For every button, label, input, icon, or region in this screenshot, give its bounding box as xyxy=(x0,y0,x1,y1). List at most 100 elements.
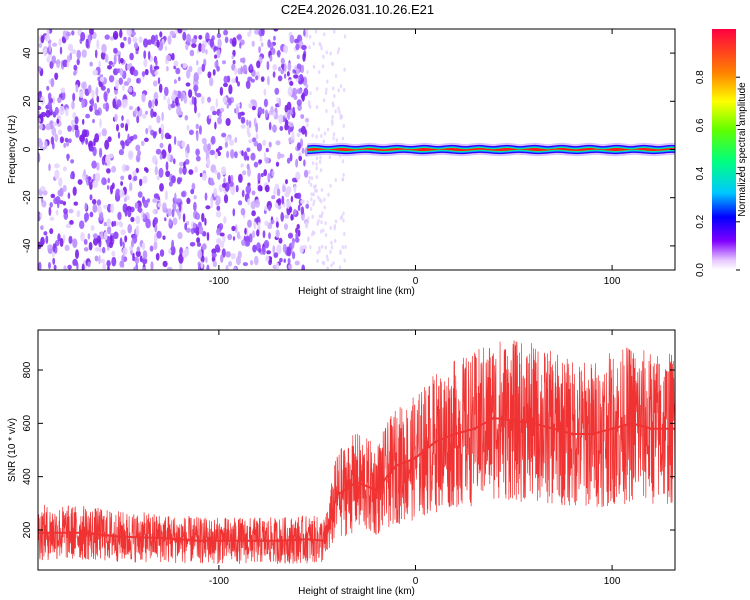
noise-cell xyxy=(92,203,98,213)
noise-cell xyxy=(178,167,183,175)
noise-cell xyxy=(158,83,163,94)
noise-cell xyxy=(162,202,167,212)
noise-cell xyxy=(169,30,175,36)
noise-cell xyxy=(95,86,99,97)
noise-cell xyxy=(101,128,108,137)
noise-cell xyxy=(289,81,294,86)
noise-cell xyxy=(223,75,228,84)
noise-cell xyxy=(315,166,318,171)
noise-cell xyxy=(240,65,243,75)
noise-cell xyxy=(331,121,334,126)
noise-cell xyxy=(167,35,172,45)
noise-cell xyxy=(257,106,263,116)
noise-cell xyxy=(337,47,341,52)
noise-cell xyxy=(66,60,70,68)
noise-cell xyxy=(251,210,256,217)
noise-cell xyxy=(264,109,269,118)
noise-cell xyxy=(54,133,59,143)
noise-cell xyxy=(136,78,139,84)
noise-cell xyxy=(256,229,260,237)
noise-cell xyxy=(147,39,152,46)
noise-cell xyxy=(80,232,85,242)
noise-cell xyxy=(309,207,313,211)
noise-cell xyxy=(159,249,165,257)
noise-cell xyxy=(184,115,189,121)
noise-cell xyxy=(254,199,260,208)
noise-cell xyxy=(253,255,259,266)
noise-cell xyxy=(211,252,217,258)
noise-cell xyxy=(156,115,161,124)
noise-cell xyxy=(200,261,204,269)
noise-cell xyxy=(89,29,94,36)
noise-cell xyxy=(280,69,285,75)
noise-cell xyxy=(126,29,132,37)
noise-cell xyxy=(168,218,172,226)
noise-cell xyxy=(263,98,268,108)
noise-cell xyxy=(67,43,74,52)
noise-cell xyxy=(176,208,180,216)
noise-cell xyxy=(212,110,217,116)
noise-cell xyxy=(250,152,256,161)
noise-cell xyxy=(153,80,158,87)
noise-cell xyxy=(295,158,299,168)
noise-cell xyxy=(332,132,336,137)
noise-cell xyxy=(185,82,191,87)
noise-cell xyxy=(94,133,100,143)
noise-cell xyxy=(331,62,334,66)
noise-cell xyxy=(107,65,112,70)
noise-cell xyxy=(240,116,246,124)
snr-point xyxy=(237,539,240,543)
x-axis-label: Height of straight line (km) xyxy=(298,586,415,597)
noise-cell xyxy=(137,106,140,112)
noise-cell xyxy=(314,188,317,193)
noise-cell xyxy=(332,261,335,266)
noise-cell xyxy=(238,173,243,183)
noise-cell xyxy=(57,97,62,104)
noise-cell xyxy=(111,250,116,257)
noise-cell xyxy=(337,88,340,93)
noise-cell xyxy=(207,143,211,152)
noise-cell xyxy=(107,177,110,184)
noise-cell xyxy=(157,77,161,85)
noise-cell xyxy=(83,247,89,252)
noise-cell xyxy=(241,189,245,198)
noise-cell xyxy=(279,257,283,263)
noise-cell xyxy=(171,175,176,184)
noise-cell xyxy=(118,221,123,226)
noise-cell xyxy=(309,182,313,187)
noise-cell xyxy=(94,109,100,116)
noise-cell xyxy=(296,54,300,60)
noise-cell xyxy=(277,198,282,206)
noise-cell xyxy=(155,148,162,155)
noise-cell xyxy=(343,67,346,72)
y-axis-label: SNR (10 * v/v) xyxy=(7,418,18,482)
noise-cell xyxy=(186,143,190,154)
noise-cell xyxy=(280,63,285,69)
noise-cell xyxy=(113,220,117,227)
noise-cell xyxy=(137,191,143,198)
noise-cell xyxy=(284,214,289,219)
noise-cell xyxy=(83,169,86,177)
noise-cell xyxy=(127,36,132,45)
snr-point xyxy=(374,488,378,492)
noise-cell xyxy=(147,198,150,203)
noise-cell xyxy=(43,231,48,236)
noise-cell xyxy=(278,237,283,244)
noise-cell xyxy=(178,202,182,212)
noise-cell xyxy=(40,236,45,246)
noise-cell xyxy=(329,183,332,188)
noise-cell xyxy=(287,86,293,97)
noise-cell xyxy=(130,31,136,36)
noise-cell xyxy=(40,96,45,105)
noise-cell xyxy=(45,109,51,118)
noise-cell xyxy=(215,200,219,206)
noise-cell xyxy=(238,200,243,206)
noise-cell xyxy=(255,122,259,133)
y-tick-label: 600 xyxy=(22,415,33,432)
noise-cell xyxy=(281,195,285,205)
noise-cell xyxy=(315,134,318,139)
noise-cell xyxy=(200,96,205,104)
noise-cell xyxy=(311,214,314,219)
noise-cell xyxy=(164,190,168,201)
noise-cell xyxy=(301,264,305,270)
